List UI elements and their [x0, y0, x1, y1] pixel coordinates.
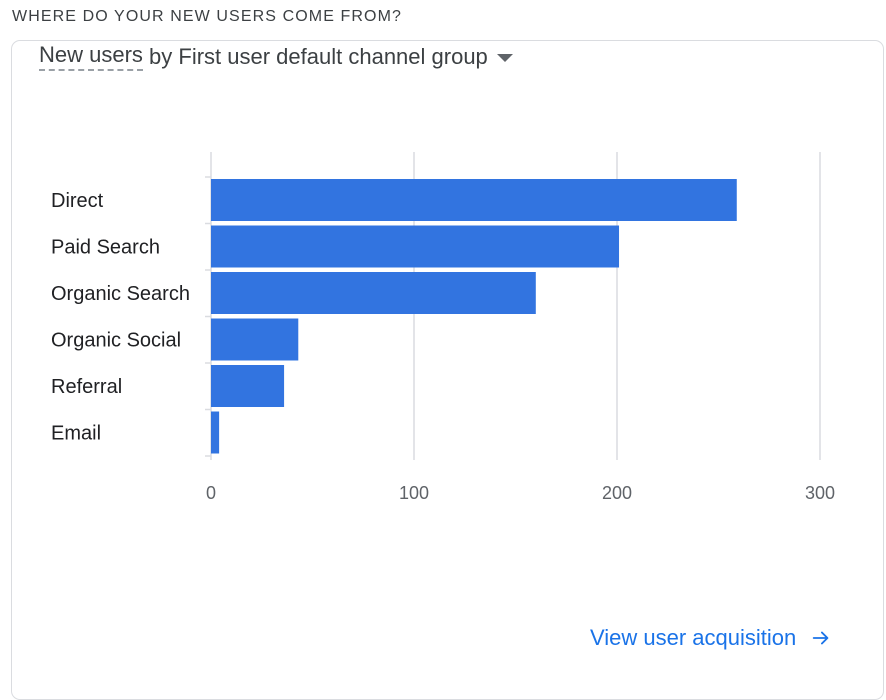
category-label: Organic Search: [51, 283, 190, 305]
dimension-label[interactable]: First user default channel group: [178, 43, 488, 69]
bar: [211, 318, 299, 361]
x-tick-label: 100: [399, 483, 429, 503]
chart-title-dropdown[interactable]: New users by First user default channel …: [39, 42, 513, 71]
view-user-acquisition-link[interactable]: View user acquisition: [590, 625, 832, 651]
title-separator: by: [142, 43, 179, 69]
bar: [211, 365, 285, 407]
new-users-card: [11, 40, 884, 700]
category-label: Email: [51, 423, 101, 445]
bar-chart: 0 100 200 300 Direct Paid Search Organic Searc…: [51, 152, 835, 503]
category-label: Direct: [51, 190, 104, 212]
bar: [211, 225, 620, 268]
category-label: Organic Social: [51, 330, 181, 352]
x-tick-label: 200: [602, 483, 632, 503]
x-tick-label: 300: [805, 483, 835, 503]
view-user-acquisition-label[interactable]: View user acquisition: [590, 625, 797, 650]
bar: [211, 179, 737, 221]
bar: [211, 272, 536, 314]
section-heading: WHERE DO YOUR NEW USERS COME FROM?: [12, 8, 403, 25]
category-label: Referral: [51, 376, 122, 398]
bar: [211, 411, 220, 454]
arrow-right-icon[interactable]: [810, 627, 832, 649]
metric-label[interactable]: New users: [39, 42, 143, 71]
caret-down-icon[interactable]: [496, 53, 513, 62]
category-label: Paid Search: [51, 237, 160, 259]
x-tick-label: 0: [206, 483, 216, 503]
